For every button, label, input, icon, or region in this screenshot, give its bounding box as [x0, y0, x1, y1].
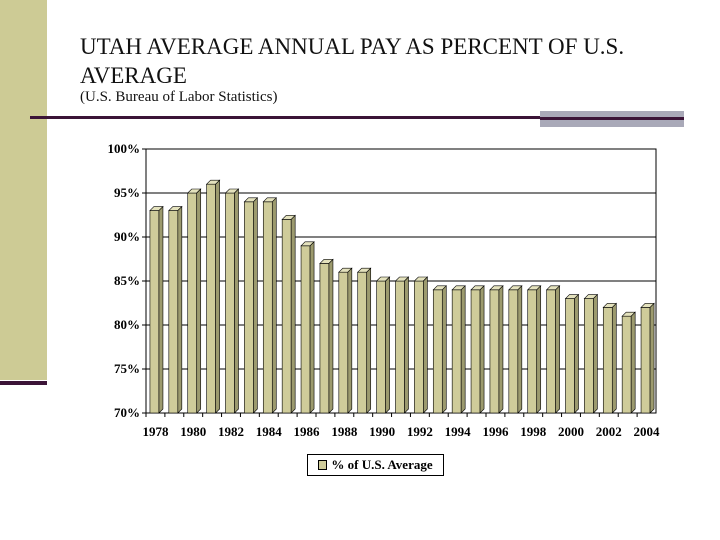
bar-side — [253, 197, 258, 414]
left-decorative-band — [0, 0, 47, 380]
x-tick-label: 1980 — [180, 424, 206, 439]
bar-side — [630, 311, 636, 414]
bar-side — [517, 285, 523, 414]
bar-side — [536, 285, 542, 414]
x-tick-label: 2004 — [634, 424, 661, 439]
bar — [489, 289, 500, 414]
bar — [640, 307, 651, 414]
bar — [451, 289, 462, 414]
bar-side — [385, 276, 390, 414]
bar-side — [177, 205, 183, 414]
y-tick-label: 70% — [114, 405, 140, 420]
bar — [357, 271, 368, 414]
bar — [168, 210, 179, 414]
bar-side — [555, 285, 560, 414]
x-tick-label: 1982 — [218, 424, 244, 439]
bar-side — [593, 293, 598, 414]
x-tick-label: 1988 — [331, 424, 358, 439]
x-tick-label: 2002 — [596, 424, 622, 439]
bar-side — [574, 293, 579, 414]
title-rule — [30, 116, 684, 119]
x-tick-label: 1998 — [520, 424, 547, 439]
bar — [432, 289, 443, 414]
bar-side — [196, 188, 202, 414]
left-band-accent-line — [0, 381, 47, 385]
bar — [565, 298, 575, 414]
bar-side — [158, 205, 164, 414]
y-tick-label: 75% — [114, 361, 140, 376]
bar — [319, 263, 330, 414]
x-tick-label: 1994 — [445, 424, 472, 439]
bar-side — [215, 179, 220, 414]
bar-side — [498, 285, 504, 414]
bar-side — [611, 302, 617, 414]
bar-side — [441, 285, 447, 414]
bar-side — [366, 267, 372, 414]
bar — [281, 219, 292, 414]
bar-side — [423, 276, 428, 414]
bar-side — [479, 285, 485, 414]
bar — [376, 280, 386, 414]
bar — [508, 289, 519, 414]
bar — [300, 245, 311, 414]
y-tick-label: 85% — [114, 273, 140, 288]
bar — [602, 307, 613, 414]
bar — [206, 183, 216, 414]
bar — [414, 280, 424, 414]
bar — [262, 201, 273, 414]
bar-side — [309, 241, 315, 414]
bar — [584, 298, 594, 414]
slide-title: UTAH AVERAGE ANNUAL PAY AS PERCENT OF U.… — [80, 34, 625, 88]
legend-label: % of U.S. Average — [331, 457, 433, 472]
bar-side — [271, 197, 277, 414]
x-tick-label: 1990 — [369, 424, 395, 439]
bar-side — [404, 276, 409, 414]
bar — [187, 192, 198, 414]
bar — [546, 289, 556, 414]
x-tick-label: 1978 — [142, 424, 169, 439]
x-tick-label: 1986 — [294, 424, 321, 439]
x-tick-label: 2000 — [558, 424, 584, 439]
bar-side — [460, 285, 466, 414]
bar-side — [649, 302, 655, 414]
x-tick-label: 1984 — [256, 424, 283, 439]
x-tick-label: 1996 — [482, 424, 509, 439]
x-tick-label: 1992 — [407, 424, 433, 439]
bar — [149, 210, 160, 414]
bar — [470, 289, 481, 414]
chart-legend: % of U.S. Average — [307, 454, 444, 476]
bar-side — [347, 267, 353, 414]
bar — [527, 289, 538, 414]
y-tick-label: 95% — [114, 185, 140, 200]
y-tick-label: 100% — [108, 141, 141, 156]
bar — [338, 271, 349, 414]
title-rule-box-line — [540, 117, 684, 120]
legend-swatch — [318, 460, 328, 470]
bar-side — [234, 188, 239, 414]
bar — [225, 192, 235, 414]
bar-side — [290, 214, 296, 414]
bar-side — [328, 258, 334, 414]
bar — [244, 201, 254, 414]
slide-subtitle: (U.S. Bureau of Labor Statistics) — [80, 89, 278, 105]
y-tick-label: 80% — [114, 317, 140, 332]
bar — [621, 315, 632, 414]
bar — [395, 280, 405, 414]
y-tick-label: 90% — [114, 229, 140, 244]
